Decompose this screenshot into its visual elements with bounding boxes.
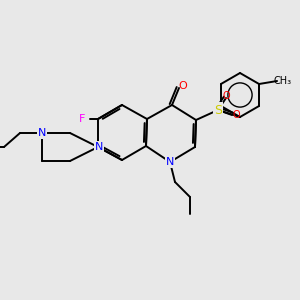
Text: N: N	[166, 157, 174, 167]
Text: CH₃: CH₃	[274, 76, 292, 86]
Text: O: O	[178, 81, 188, 91]
Text: S: S	[214, 103, 222, 116]
Text: N: N	[95, 142, 103, 152]
Text: O: O	[232, 110, 240, 120]
Text: F: F	[79, 114, 85, 124]
Text: N: N	[38, 128, 46, 138]
Text: O: O	[222, 91, 230, 101]
